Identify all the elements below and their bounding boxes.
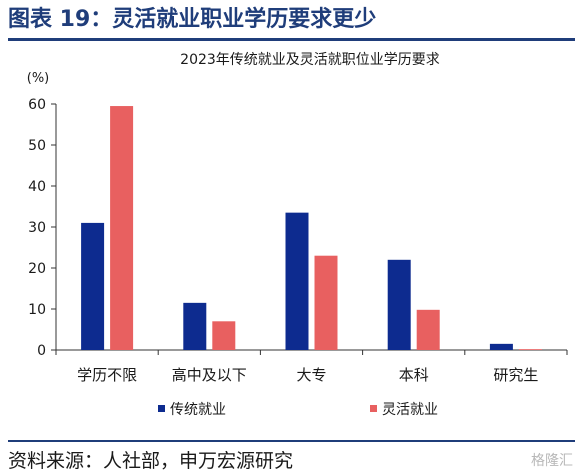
bar-traditional-2 <box>285 212 309 350</box>
x-category-label: 大专 <box>296 366 326 384</box>
y-tick-label: 40 <box>28 179 46 195</box>
bar-traditional-4 <box>489 343 513 350</box>
legend-swatch <box>158 405 165 412</box>
source-note: 资料来源：人社部，申万宏源研究 <box>8 450 294 472</box>
bars <box>81 106 542 350</box>
x-category-label: 高中及以下 <box>172 366 247 384</box>
y-tick-label: 30 <box>28 220 46 236</box>
y-tick-label: 10 <box>28 302 46 318</box>
legend: 传统就业 灵活就业 <box>158 402 438 418</box>
legend-swatch <box>370 405 377 412</box>
y-tick-label: 20 <box>28 261 46 277</box>
x-category-label: 学历不限 <box>77 366 137 384</box>
y-tick-label: 60 <box>28 97 46 113</box>
bar-traditional-3 <box>387 259 411 350</box>
x-category-label: 本科 <box>399 366 429 384</box>
title-underline <box>8 38 575 41</box>
figure-title: 图表 19：灵活就业职业学历要求更少 <box>8 7 377 32</box>
watermark-text: 格隆汇 <box>531 453 573 469</box>
bar-flexible-3 <box>416 309 440 350</box>
x-axis: 学历不限 高中及以下 大专 本科 研究生 <box>55 349 568 384</box>
bar-flexible-2 <box>314 255 338 350</box>
bar-flexible-1 <box>212 321 236 350</box>
bar-chart: 2023年传统就业及灵活就职位业学历要求 (%) 0 10 20 30 40 50 60 学… <box>27 52 568 418</box>
bar-flexible-0 <box>110 106 134 350</box>
bar-traditional-0 <box>81 222 105 350</box>
bar-traditional-1 <box>183 302 207 350</box>
chart-title: 2023年传统就业及灵活就职位业学历要求 <box>180 52 440 68</box>
legend-label: 传统就业 <box>170 402 226 418</box>
y-axis-unit-label: (%) <box>27 71 50 86</box>
y-axis: 0 10 20 30 40 50 60 <box>28 97 57 359</box>
x-category-label: 研究生 <box>493 366 538 384</box>
footer-rule <box>8 440 575 442</box>
y-tick-label: 50 <box>28 138 46 154</box>
legend-label: 灵活就业 <box>382 402 438 418</box>
y-tick-label: 0 <box>37 343 46 359</box>
bar-flexible-4 <box>518 349 542 350</box>
